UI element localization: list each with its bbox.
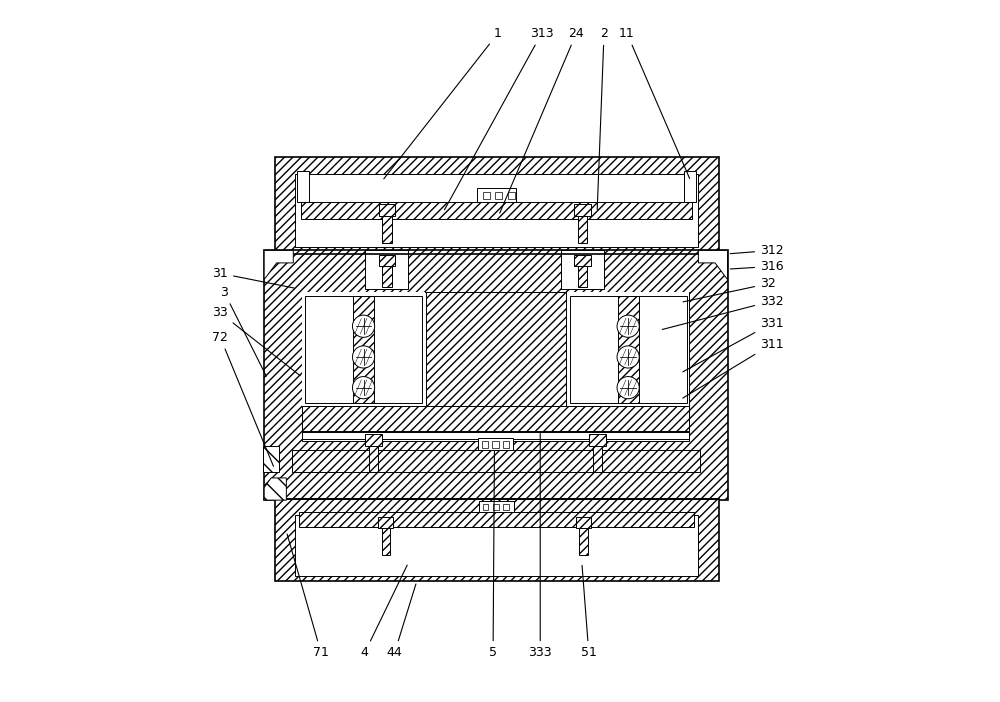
Text: 316: 316 (730, 260, 784, 273)
Bar (578, 266, 587, 287)
Bar (382, 216, 392, 242)
Bar (503, 441, 509, 448)
Bar (493, 504, 499, 510)
Bar (297, 171, 309, 202)
Text: 32: 32 (683, 277, 776, 302)
Bar (483, 192, 490, 199)
Text: 311: 311 (683, 338, 784, 398)
Text: 5: 5 (489, 451, 497, 659)
Bar (379, 204, 395, 216)
Circle shape (617, 376, 639, 399)
Text: 4: 4 (361, 565, 407, 659)
Bar (478, 438, 513, 450)
Text: 332: 332 (662, 295, 784, 329)
Bar (589, 434, 606, 446)
Bar (492, 441, 499, 448)
Bar (275, 157, 719, 254)
Bar (302, 432, 689, 439)
Text: 11: 11 (619, 27, 690, 178)
Bar (305, 296, 422, 403)
Bar (301, 202, 692, 219)
Text: 44: 44 (387, 584, 416, 659)
Bar (579, 528, 588, 555)
Bar (295, 174, 698, 247)
Polygon shape (264, 251, 293, 279)
Bar (618, 296, 639, 403)
Bar (263, 446, 279, 472)
Text: 331: 331 (683, 317, 784, 372)
Text: 2: 2 (597, 27, 608, 209)
Bar (292, 450, 700, 472)
Bar (503, 504, 509, 510)
Circle shape (617, 346, 639, 368)
Bar (264, 251, 728, 500)
Bar (508, 192, 515, 199)
Bar (684, 171, 696, 202)
Bar (593, 446, 602, 472)
Bar (574, 256, 591, 266)
Bar (561, 251, 604, 289)
Bar (477, 188, 516, 202)
Circle shape (352, 346, 375, 368)
Text: 24: 24 (500, 27, 584, 213)
Circle shape (352, 315, 375, 338)
Bar (379, 256, 395, 266)
Text: 333: 333 (528, 434, 552, 659)
Bar (578, 216, 587, 242)
Bar (302, 292, 689, 441)
Bar (574, 204, 591, 216)
Bar (353, 296, 374, 403)
Text: 71: 71 (287, 534, 329, 659)
Bar (495, 192, 502, 199)
Bar (378, 517, 393, 528)
Bar (479, 501, 514, 512)
Polygon shape (264, 478, 286, 500)
Bar (302, 406, 689, 431)
Bar (382, 266, 392, 287)
Text: 1: 1 (384, 27, 502, 179)
Circle shape (352, 376, 375, 399)
Text: 312: 312 (730, 244, 784, 257)
Text: 51: 51 (581, 565, 597, 659)
Bar (369, 446, 378, 472)
Bar (382, 528, 390, 555)
Bar (299, 512, 694, 527)
Polygon shape (698, 251, 728, 279)
Bar (365, 434, 382, 446)
Bar (570, 296, 687, 403)
Text: 72: 72 (212, 331, 273, 466)
Text: 3: 3 (220, 286, 266, 376)
Bar (275, 499, 719, 581)
Bar (567, 292, 689, 406)
Bar (295, 515, 698, 576)
Circle shape (617, 315, 639, 338)
Bar (365, 251, 408, 289)
Text: 33: 33 (212, 306, 300, 376)
Text: 313: 313 (444, 27, 553, 210)
Bar (302, 292, 425, 406)
Bar (482, 441, 488, 448)
Bar (426, 292, 566, 406)
Bar (576, 517, 591, 528)
Text: 31: 31 (212, 267, 294, 288)
Bar (483, 504, 488, 510)
